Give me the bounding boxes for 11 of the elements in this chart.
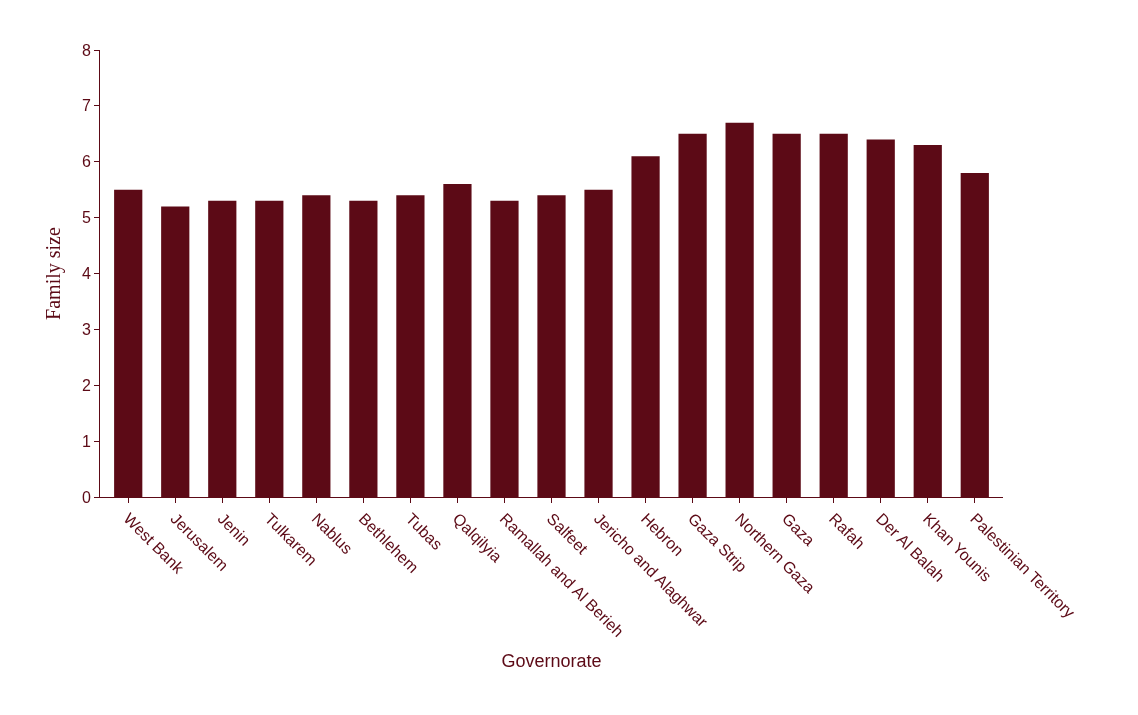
y-tick-label: 5: [81, 209, 91, 227]
y-axis-title: Family size: [42, 227, 66, 320]
x-axis-title: Governorate: [501, 651, 602, 672]
y-tick-label: 0: [81, 488, 91, 506]
y-tick-label: 1: [81, 432, 91, 450]
y-tick-label: 8: [81, 41, 91, 59]
y-tick-label: 2: [81, 376, 91, 394]
y-tick-label: 3: [81, 320, 91, 338]
y-tick-label: 6: [81, 153, 91, 171]
y-tick-label: 7: [81, 97, 91, 115]
y-tick-label: 4: [81, 265, 91, 283]
